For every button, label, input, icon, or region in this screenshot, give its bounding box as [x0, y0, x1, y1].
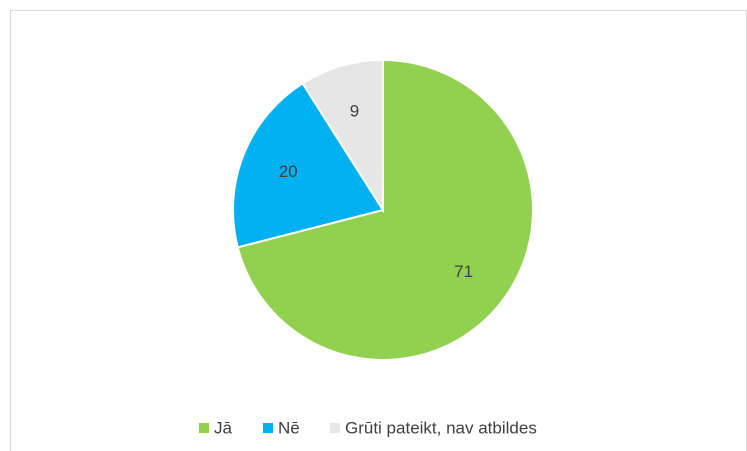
legend-label: Grūti pateikt, nav atbildes [345, 418, 537, 437]
legend-label: Jā [214, 418, 233, 437]
pie-slice [236, 58, 534, 361]
legend-swatch [199, 423, 209, 433]
data-label: 20 [279, 162, 298, 181]
pie-slice [232, 81, 385, 249]
pie-slice [301, 58, 384, 214]
data-label: 71 [454, 262, 473, 281]
legend-swatch [330, 423, 340, 433]
legend-swatch [263, 423, 273, 433]
legend-label: Nē [278, 418, 300, 437]
data-label: 9 [350, 102, 359, 121]
